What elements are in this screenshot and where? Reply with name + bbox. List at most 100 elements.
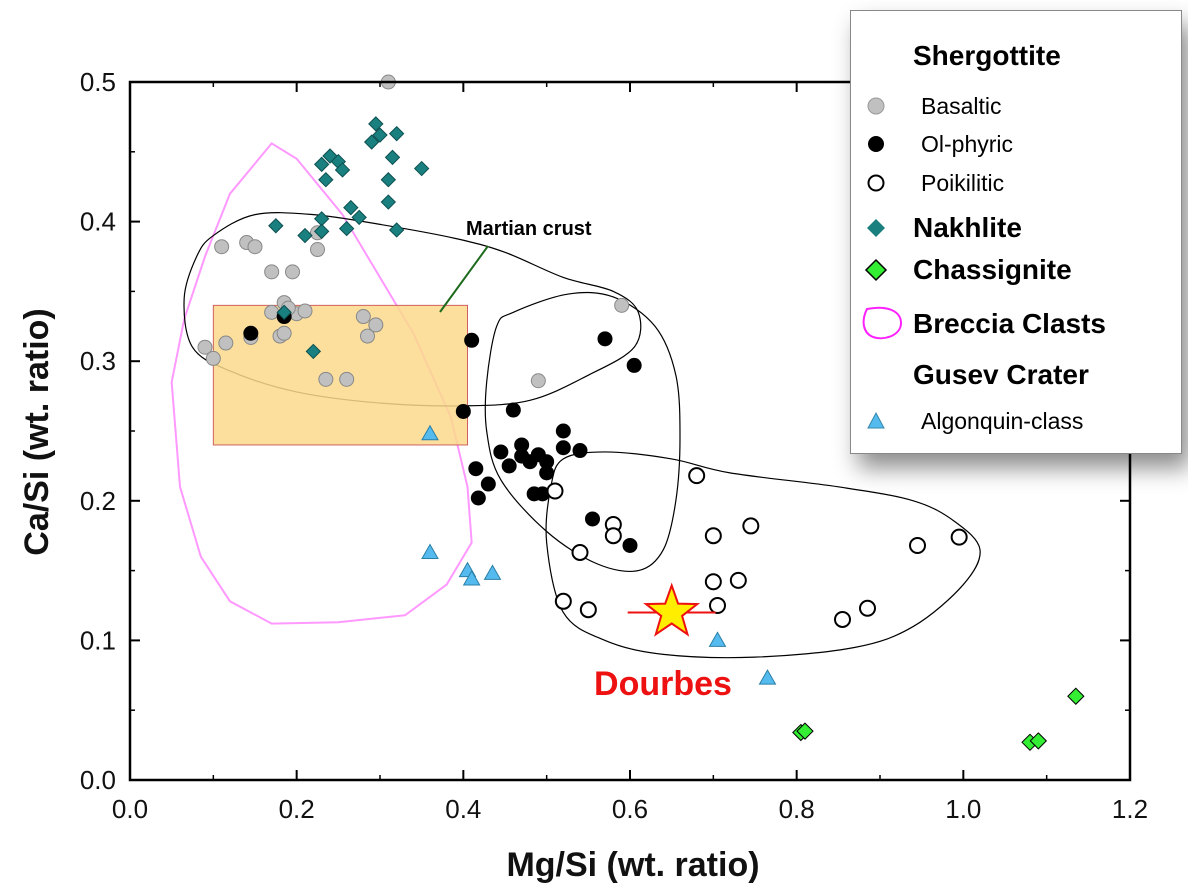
- y-axis-title: Ca/Si (wt. ratio): [18, 308, 56, 555]
- region-outline: [484, 291, 681, 573]
- x-tick-label: 0.4: [445, 794, 481, 824]
- data-point: [758, 669, 777, 685]
- data-point: [614, 297, 630, 313]
- data-point: [462, 569, 481, 586]
- region-outline: [545, 451, 981, 659]
- data-point: [704, 527, 722, 545]
- data-point: [834, 610, 851, 628]
- martian-crust-leader: [439, 245, 489, 313]
- breccia-outline-icon: [862, 306, 903, 340]
- data-point: [297, 303, 313, 319]
- data-point: [796, 722, 814, 740]
- legend-label-olphyric: Ol-phyric: [921, 130, 1014, 157]
- data-point: [368, 317, 384, 333]
- data-point: [285, 264, 300, 280]
- data-point: [1067, 687, 1085, 705]
- data-point: [268, 218, 284, 234]
- data-point: [470, 490, 486, 506]
- x-tick-label: 1.0: [945, 794, 981, 824]
- data-point: [343, 199, 359, 216]
- data-point: [368, 116, 384, 132]
- data-point: [355, 309, 371, 325]
- data-point: [310, 242, 325, 258]
- y-tick-label: 0.4: [80, 207, 116, 237]
- data-point: [708, 631, 727, 647]
- x-tick-label: 0.8: [779, 794, 815, 824]
- data-point: [339, 371, 355, 387]
- data-point: [205, 350, 221, 366]
- data-points: [197, 74, 1085, 752]
- x-axis-title: Mg/Si (wt. ratio): [506, 846, 759, 884]
- data-point: [421, 543, 439, 559]
- data-point: [464, 332, 480, 348]
- data-point: [622, 537, 638, 553]
- data-point: [276, 325, 292, 341]
- data-point: [688, 467, 706, 485]
- y-tick-label: 0.3: [80, 346, 116, 376]
- x-tick-label: 0.2: [279, 794, 315, 824]
- data-point: [571, 543, 589, 561]
- basaltic-marker-icon: [867, 97, 885, 115]
- data-point: [579, 601, 597, 619]
- data-point: [305, 343, 322, 360]
- data-point: [859, 599, 876, 617]
- data-point: [742, 517, 760, 535]
- data-point: [313, 156, 330, 173]
- data-point: [214, 239, 230, 255]
- chassignite-marker-icon: [864, 258, 888, 282]
- data-point: [554, 592, 572, 610]
- data-point: [585, 511, 600, 527]
- data-point: [493, 444, 509, 460]
- legend: Shergottite Basaltic Ol-phyric Poikiliti…: [850, 10, 1182, 454]
- legend-label-poikilitic: Poikilitic: [921, 169, 1005, 196]
- x-tick-label: 0.6: [612, 794, 648, 824]
- data-point: [363, 134, 380, 150]
- x-tick-label: 1.2: [1112, 794, 1148, 824]
- data-point: [243, 325, 259, 341]
- data-point: [530, 373, 546, 389]
- dourbes-label: Dourbes: [594, 665, 732, 703]
- data-point: [318, 371, 334, 387]
- data-point: [501, 458, 517, 474]
- axis-ticks: 0.0 0.2 0.4 0.6 0.8 1.0 1.2 0.0 0.1 0.2 0.3 0.4 0.5: [80, 67, 1148, 824]
- data-point: [729, 571, 747, 589]
- legend-label-breccia: Breccia Clasts: [913, 308, 1107, 339]
- data-point: [197, 339, 213, 355]
- data-point: [372, 127, 388, 143]
- data-point: [468, 461, 484, 477]
- data-point: [555, 440, 571, 456]
- data-point: [388, 125, 405, 142]
- data-point: [313, 223, 330, 240]
- y-tick-label: 0.5: [80, 67, 116, 97]
- data-point: [318, 172, 334, 188]
- data-point: [388, 222, 405, 238]
- data-point: [384, 149, 401, 166]
- data-point: [555, 423, 571, 439]
- data-point: [218, 335, 234, 351]
- data-point: [909, 536, 926, 554]
- data-point: [360, 328, 375, 344]
- legend-label-nakhlite: Nakhlite: [913, 212, 1022, 243]
- data-point: [421, 424, 439, 441]
- algonquin-marker-icon: [867, 411, 885, 429]
- region-outline: [183, 212, 642, 407]
- data-point: [413, 160, 430, 177]
- y-tick-label: 0.1: [80, 625, 116, 655]
- legend-label-gusev: Gusev Crater: [913, 359, 1089, 390]
- region-outline: [170, 142, 473, 625]
- data-point: [247, 239, 263, 255]
- field-regions: [170, 142, 981, 659]
- legend-label-basaltic: Basaltic: [921, 92, 1002, 119]
- data-point: [338, 220, 355, 237]
- data-point: [539, 465, 555, 481]
- data-point: [704, 573, 722, 591]
- data-point: [505, 402, 521, 418]
- data-point: [276, 304, 292, 321]
- data-point: [334, 162, 351, 178]
- legend-label-algonquin: Algonquin-class: [921, 407, 1084, 434]
- dourbes-star: [643, 582, 701, 637]
- annotations: Martian crust Dourbes: [439, 218, 732, 703]
- legend-label-chassignite: Chassignite: [913, 254, 1072, 285]
- data-point: [264, 264, 280, 280]
